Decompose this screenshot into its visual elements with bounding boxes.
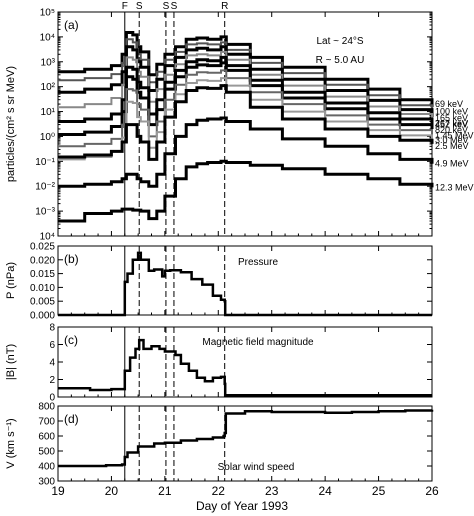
y-tick-label: 10⁻² <box>35 182 55 193</box>
x-tick-label: 25 <box>372 484 386 498</box>
y-tick-label: 6 <box>49 340 55 351</box>
event-marker-label: R <box>221 1 228 12</box>
event-marker-label: S <box>171 1 178 12</box>
y-axis-label: P (nPa) <box>5 262 17 299</box>
y-tick-label: 10⁴ <box>40 232 55 243</box>
panel-label: (b) <box>64 252 79 266</box>
panel-title: Solar wind speed <box>218 462 295 473</box>
event-marker-label: F <box>122 1 128 12</box>
y-tick-label: 10⁴ <box>40 32 55 43</box>
y-tick-label: 400 <box>38 462 55 473</box>
panel-title: Magnetic field magnitude <box>202 337 314 348</box>
series-line <box>58 50 433 122</box>
series-label: 820 keV <box>435 125 468 135</box>
series-line <box>58 409 434 468</box>
y-tick-label: 4 <box>49 358 55 369</box>
y-tick-label: 800 <box>38 402 55 413</box>
series-line <box>58 84 434 161</box>
series-line <box>58 159 434 223</box>
x-tick-label: 24 <box>318 484 332 498</box>
series-line <box>58 338 432 397</box>
panel-b: 0.000 0.005 0.010 0.015 0.020 0.025 (b) P (nPa)… <box>5 242 433 322</box>
y-tick-label: 10⁻³ <box>35 207 55 218</box>
y-tick-label: 2 <box>49 375 55 386</box>
series-label: 100 keV <box>435 107 468 117</box>
y-tick-label: 0.005 <box>30 297 55 308</box>
y-tick-label: 0.020 <box>30 255 55 266</box>
y-tick-label: 0.015 <box>30 269 55 280</box>
panel-label: (d) <box>64 412 79 426</box>
y-tick-label: 10⁵ <box>40 8 55 19</box>
y-tick-label: 300 <box>38 477 55 488</box>
y-tick-label: 10⁻¹ <box>35 157 55 168</box>
event-marker-label: S <box>136 1 143 12</box>
y-tick-label: 600 <box>38 432 55 443</box>
x-tick-label: 20 <box>105 484 119 498</box>
y-axis-label: particles/(cm² s sr MeV) <box>5 66 17 182</box>
y-axis-label: V (km s⁻¹) <box>5 418 17 468</box>
series-label: 12.3 MeV <box>435 182 474 192</box>
y-tick-label: 10³ <box>41 57 56 68</box>
series-line <box>58 251 432 317</box>
annotation: Lat ~ 24°S <box>316 36 363 47</box>
series-label: 165 keV <box>435 113 468 123</box>
panel-label: (c) <box>64 333 78 347</box>
series-label: 69 keV <box>435 99 463 109</box>
x-tick-label: 26 <box>425 484 439 498</box>
x-tick-label: 23 <box>265 484 279 498</box>
y-tick-label: 10⁰ <box>40 132 55 143</box>
panel-label: (a) <box>64 18 79 32</box>
x-tick-label: 22 <box>212 484 226 498</box>
series-label: 2.5 MeV <box>435 141 469 151</box>
y-tick-label: 10¹ <box>41 107 56 118</box>
series-label: 4.9 MeV <box>435 159 469 169</box>
series-line <box>58 116 434 188</box>
x-tick-label: 21 <box>158 484 172 498</box>
x-tick-label: 19 <box>51 484 65 498</box>
panel-title: Pressure <box>238 257 278 268</box>
y-tick-label: 700 <box>38 417 55 428</box>
y-tick-label: 8 <box>49 323 55 334</box>
y-tick-label: 0.000 <box>30 311 55 322</box>
panel-d: 300 400 500 600 700 800 19 20 21 22 23 24 25 26 (d) V (… <box>5 402 439 499</box>
series-label: 267 keV <box>435 118 468 128</box>
y-tick-label: 0.010 <box>30 283 55 294</box>
series-label: 3.0 MeV <box>435 135 469 145</box>
event-marker-label: S <box>163 1 170 12</box>
panel-c: 0 2 4 6 8 (c) |B| (nT) Magnetic field magnitude <box>5 323 433 404</box>
annotation: R ~ 5.0 AU <box>316 55 365 66</box>
y-tick-label: 0.025 <box>30 242 55 253</box>
series-label: 1.45 MeV <box>435 130 474 140</box>
x-axis-title: Day of Year 1993 <box>196 499 288 513</box>
y-tick-label: 500 <box>38 447 55 458</box>
y-axis-label: |B| (nT) <box>5 344 17 380</box>
y-tick-label: 10² <box>41 82 56 93</box>
series-label: 452 keV <box>435 120 468 130</box>
y-tick-label: 0 <box>49 393 55 404</box>
